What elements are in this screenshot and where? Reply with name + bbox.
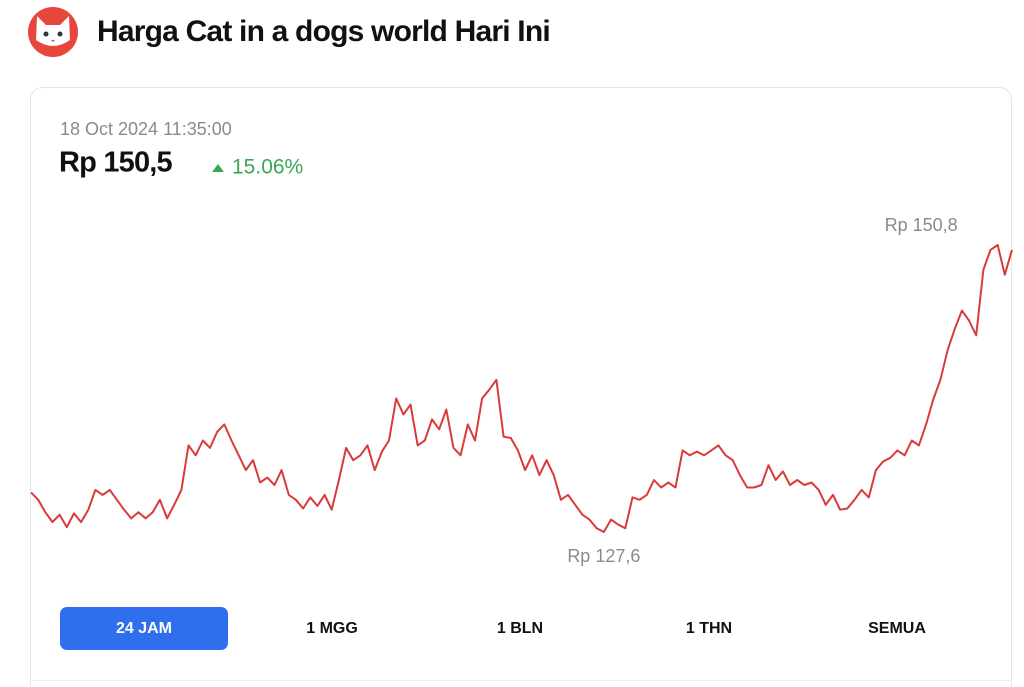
price-line — [30, 244, 1013, 533]
up-arrow — [212, 164, 224, 172]
card — [30, 87, 1012, 687]
range-tab[interactable]: 1 BLN — [497, 620, 543, 637]
active-tab-bg — [60, 607, 228, 650]
tab-label[interactable]: 1 THN — [686, 620, 732, 637]
tab-label[interactable]: 1 BLN — [497, 620, 543, 637]
tab-label[interactable]: 24 JAM — [116, 620, 172, 637]
range-tabs: 24 JAM 1 MGG 1 BLN 1 THN SEMUA — [60, 607, 926, 650]
tab-label[interactable]: SEMUA — [868, 620, 926, 637]
max-label: Rp 150,8 — [885, 215, 958, 235]
timestamp: 18 Oct 2024 11:35:00 — [60, 119, 232, 139]
page-title: Harga Cat in a dogs world Hari Ini — [97, 15, 550, 48]
range-tab[interactable]: 1 THN — [686, 620, 732, 637]
price-change: 15.06% — [232, 156, 303, 179]
range-tab[interactable]: 24 JAM — [60, 607, 228, 650]
min-label: Rp 127,6 — [567, 546, 640, 566]
range-tab[interactable]: 1 MGG — [306, 620, 358, 637]
tab-label[interactable]: 1 MGG — [306, 620, 358, 637]
token-icon — [28, 7, 78, 57]
range-tab[interactable]: SEMUA — [868, 620, 926, 637]
current-price: Rp 150,5 — [59, 147, 173, 179]
